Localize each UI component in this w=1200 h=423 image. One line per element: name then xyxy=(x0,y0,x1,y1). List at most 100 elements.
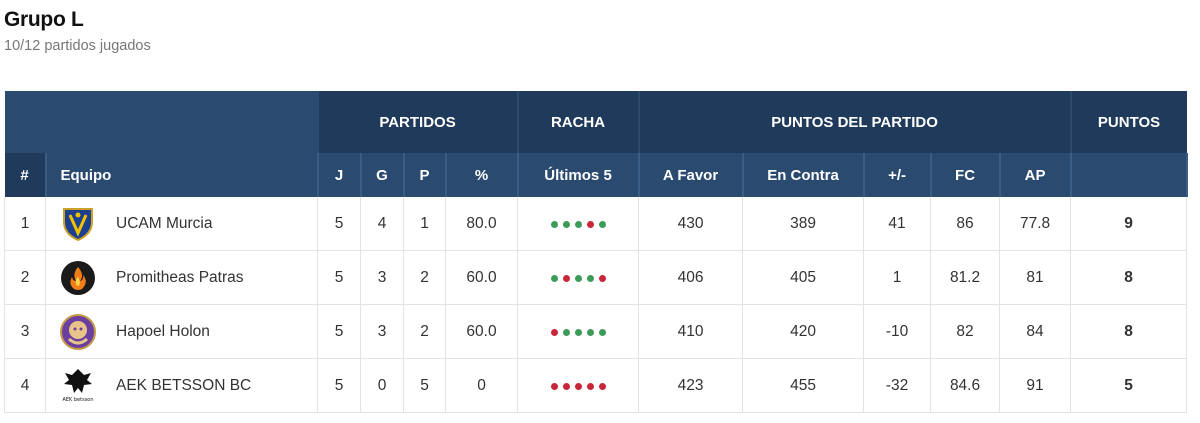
col-ap[interactable]: AP xyxy=(999,153,1072,197)
fc-cell: 82 xyxy=(930,304,1001,359)
last5-cell xyxy=(517,250,640,305)
contra-cell: 420 xyxy=(742,304,865,359)
loss-dot xyxy=(586,220,594,228)
j-cell: 5 xyxy=(317,304,361,359)
pct-cell: 0 xyxy=(445,358,519,413)
g-cell: 0 xyxy=(360,358,404,413)
team-cell[interactable]: Promitheas Patras xyxy=(45,250,318,305)
header-blank xyxy=(4,91,319,153)
rank-cell: 1 xyxy=(4,197,46,251)
team-name: AEK BETSSON BC xyxy=(116,376,252,394)
table-row[interactable]: 2 Promitheas Patras 5 3 2 60.0 xyxy=(4,250,1188,305)
j-cell: 5 xyxy=(317,197,361,251)
fc-cell: 86 xyxy=(930,197,1001,251)
loss-dot xyxy=(574,382,582,390)
rank-cell: 4 xyxy=(4,358,46,413)
team-cell[interactable]: UCAM Murcia xyxy=(45,197,318,251)
group-header: Grupo L 10/12 partidos jugados xyxy=(4,8,151,54)
favor-cell: 406 xyxy=(638,250,744,305)
group-puntos-header: PUNTOS xyxy=(1070,91,1187,153)
points-cell: 8 xyxy=(1070,250,1188,305)
col-favor[interactable]: A Favor xyxy=(638,153,744,197)
win-dot xyxy=(574,274,582,282)
col-last5[interactable]: Últimos 5 xyxy=(517,153,640,197)
team-cell[interactable]: Hapoel Holon xyxy=(45,304,318,359)
rank-cell: 2 xyxy=(4,250,46,305)
col-g[interactable]: G xyxy=(360,153,405,197)
loss-dot xyxy=(598,274,606,282)
win-dot xyxy=(598,328,606,336)
col-team[interactable]: Equipo xyxy=(45,153,319,197)
diff-cell: -10 xyxy=(863,304,932,359)
col-j[interactable]: J xyxy=(317,153,362,197)
streak-dots xyxy=(550,328,606,336)
favor-cell: 430 xyxy=(638,197,744,251)
j-cell: 5 xyxy=(317,358,361,413)
loss-dot xyxy=(562,274,570,282)
group-header-row: PARTIDOS RACHA PUNTOS DEL PARTIDO PUNTOS xyxy=(4,91,1187,153)
win-dot xyxy=(562,220,570,228)
col-contra[interactable]: En Contra xyxy=(742,153,865,197)
contra-cell: 405 xyxy=(742,250,865,305)
last5-cell xyxy=(517,197,640,251)
j-cell: 5 xyxy=(317,250,361,305)
fc-cell: 81.2 xyxy=(930,250,1001,305)
points-cell: 5 xyxy=(1070,358,1188,413)
streak-dots xyxy=(550,274,606,282)
g-cell: 3 xyxy=(360,250,404,305)
pct-cell: 80.0 xyxy=(445,197,519,251)
p-cell: 2 xyxy=(403,250,446,305)
p-cell: 5 xyxy=(403,358,446,413)
fc-cell: 84.6 xyxy=(930,358,1001,413)
col-pct[interactable]: % xyxy=(445,153,519,197)
diff-cell: -32 xyxy=(863,358,932,413)
win-dot xyxy=(574,220,582,228)
ucam-murcia-logo-icon xyxy=(60,206,96,242)
col-fc[interactable]: FC xyxy=(930,153,1001,197)
table-row[interactable]: 4 AEK betsson AEK BETSSON BC 5 0 5 0 423 xyxy=(4,358,1188,413)
hapoel-holon-logo-icon xyxy=(60,313,96,350)
diff-cell: 1 xyxy=(863,250,932,305)
win-dot xyxy=(550,220,558,228)
pct-cell: 60.0 xyxy=(445,304,519,359)
table-row[interactable]: 1 UCAM Murcia 5 4 1 80.0 430 xyxy=(4,197,1188,251)
contra-cell: 455 xyxy=(742,358,865,413)
ap-cell: 81 xyxy=(999,250,1072,305)
contra-cell: 389 xyxy=(742,197,865,251)
group-partidos-header: PARTIDOS xyxy=(317,91,519,153)
table-row[interactable]: 3 Hapoel Holon 5 3 xyxy=(4,304,1188,359)
streak-dots xyxy=(550,382,606,390)
column-header-row: # Equipo J G P % Últimos 5 A Favor En Co… xyxy=(4,153,1188,197)
p-cell: 1 xyxy=(403,197,446,251)
ap-cell: 84 xyxy=(999,304,1072,359)
points-cell: 9 xyxy=(1070,197,1188,251)
standings-table: PARTIDOS RACHA PUNTOS DEL PARTIDO PUNTOS… xyxy=(4,91,1188,413)
favor-cell: 410 xyxy=(638,304,744,359)
g-cell: 4 xyxy=(360,197,404,251)
loss-dot xyxy=(550,328,558,336)
games-played-subtitle: 10/12 partidos jugados xyxy=(4,38,151,54)
points-cell: 8 xyxy=(1070,304,1188,359)
group-racha-header: RACHA xyxy=(517,91,640,153)
favor-cell: 423 xyxy=(638,358,744,413)
col-puntos-blank xyxy=(1070,153,1188,197)
g-cell: 3 xyxy=(360,304,404,359)
team-name: Promitheas Patras xyxy=(116,268,244,286)
pct-cell: 60.0 xyxy=(445,250,519,305)
col-diff[interactable]: +/- xyxy=(863,153,932,197)
loss-dot xyxy=(550,382,558,390)
p-cell: 2 xyxy=(403,304,446,359)
loss-dot xyxy=(598,382,606,390)
last5-cell xyxy=(517,304,640,359)
team-cell[interactable]: AEK betsson AEK BETSSON BC xyxy=(45,358,318,413)
diff-cell: 41 xyxy=(863,197,932,251)
promitheas-patras-logo-icon xyxy=(60,260,96,296)
ap-cell: 77.8 xyxy=(999,197,1072,251)
win-dot xyxy=(586,328,594,336)
streak-dots xyxy=(550,220,606,228)
team-name: UCAM Murcia xyxy=(116,214,213,232)
col-rank[interactable]: # xyxy=(4,153,47,197)
ap-cell: 91 xyxy=(999,358,1072,413)
col-p[interactable]: P xyxy=(403,153,447,197)
team-name: Hapoel Holon xyxy=(116,322,210,340)
